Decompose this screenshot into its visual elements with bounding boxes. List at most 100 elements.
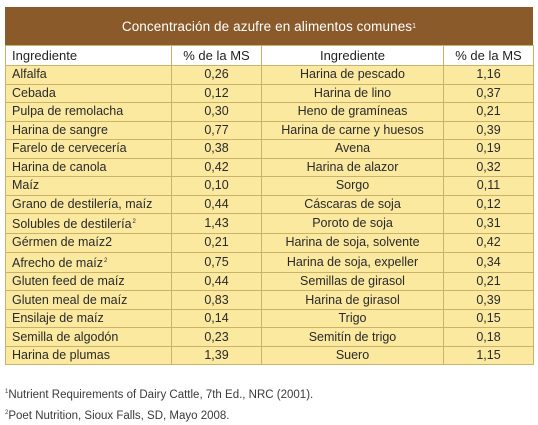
ms-cell-text: 1,43 — [204, 216, 229, 231]
ingredient-cell-text: Harina de soja, expeller — [286, 254, 419, 269]
ingredient-cell: Suero — [261, 345, 444, 366]
ms-cell-text: 0,42 — [204, 159, 229, 174]
ingredient-cell: Harina de sangre — [5, 120, 172, 140]
ingredient-cell: Solubles de destilería2 — [5, 212, 172, 235]
ingredient-cell-text: Poroto de soja — [312, 216, 393, 231]
ms-cell-text: 0,75 — [204, 254, 229, 269]
ms-cell: 0,15 — [443, 308, 534, 329]
ingredient-cell: Semilla de algodón — [5, 327, 172, 347]
header-ms-1: % de la MS — [171, 45, 262, 66]
ms-cell-text: 1,15 — [476, 348, 501, 363]
ingredient-cell: Semitín de trigo — [261, 327, 444, 347]
ms-cell: 0,11 — [443, 176, 534, 196]
ingredient-cell: Cebada — [5, 83, 172, 103]
ingredient-cell-text: Sorgo — [335, 178, 370, 193]
header-ingredient-1: Ingrediente — [5, 45, 172, 66]
ms-cell: 0,37 — [443, 83, 534, 103]
ms-cell: 0,23 — [171, 327, 262, 347]
table-row: Harina de sangre 0,77 Harina de carne y hu… — [5, 120, 534, 140]
ms-cell-text: 0,11 — [476, 178, 501, 193]
ingredient-cell: Gluten feed de maíz — [5, 271, 172, 292]
ms-cell: 0,10 — [171, 176, 262, 196]
ms-cell-text: 0,44 — [204, 196, 229, 211]
ingredient-cell-text: Harina de canola — [12, 159, 107, 174]
header-row: Ingrediente % de la MS Ingrediente % de … — [5, 45, 534, 66]
ms-cell-text: 0,42 — [476, 235, 501, 250]
ingredient-cell: Harina de plumas — [5, 345, 172, 366]
ms-cell: 1,39 — [171, 345, 262, 366]
ingredient-cell-text: Semilla de algodón — [12, 329, 119, 344]
ms-cell-text: 0,44 — [204, 274, 229, 289]
ms-cell: 1,15 — [443, 345, 534, 366]
ms-cell-text: 0,10 — [204, 178, 229, 193]
ingredient-cell-text: Harina de plumas — [12, 348, 110, 363]
ingredient-cell-text: Harina de alazor — [306, 159, 399, 174]
ingredient-cell: Gluten meal de maíz — [5, 290, 172, 310]
data-table: Ingrediente % de la MS Ingrediente % de … — [5, 45, 534, 366]
ms-cell: 0,30 — [171, 102, 262, 122]
ingredient-cell-text: Harina de carne y huesos — [281, 122, 424, 137]
table-row: Gluten meal de maíz 0,83 Harina de girasol… — [5, 290, 534, 310]
title-footnote-mark: 1 — [412, 22, 417, 30]
header-ms-2: % de la MS — [443, 45, 534, 66]
ms-cell-text: 0,23 — [204, 329, 229, 344]
footnote-mark: 2 — [132, 219, 136, 225]
ingredient-cell: Ensilaje de maíz — [5, 308, 172, 329]
ms-cell: 0,77 — [171, 120, 262, 140]
ms-cell-text: 0,77 — [204, 122, 229, 137]
ms-cell: 1,43 — [171, 212, 262, 235]
table-title-text: Concentración de azufre en alimentos com… — [121, 18, 413, 34]
ms-cell-text: 0,12 — [204, 85, 229, 100]
ingredient-cell: Afrecho de maíz2 — [5, 251, 172, 273]
ingredient-cell: Harina de alazor — [261, 157, 444, 177]
ingredient-cell-text: Cáscaras de soja — [304, 196, 401, 211]
ingredient-cell: Harina de soja, expeller — [261, 251, 444, 273]
ms-cell: 0,26 — [171, 65, 262, 85]
ms-cell: 0,19 — [443, 139, 534, 159]
footnote-2-mark: 2 — [5, 409, 9, 416]
ms-cell: 0,34 — [443, 251, 534, 273]
ingredient-cell: Harina de carne y huesos — [261, 120, 444, 140]
ingredient-cell-text: Pulpa de remolacha — [12, 104, 124, 119]
ms-cell: 0,12 — [443, 194, 534, 214]
table-row: Afrecho de maíz2 0,75 Harina de soja, expe… — [5, 251, 534, 273]
ingredient-cell-text: Harina de pescado — [300, 67, 405, 82]
footnote-mark: 2 — [104, 257, 108, 264]
table-row: Gérmen de maíz2 0,21 Harina de soja, solve… — [5, 233, 534, 253]
ms-cell-text: 0,34 — [476, 254, 501, 269]
footnote-2-text: Poet Nutrition, Sioux Falls, SD, Mayo 20… — [8, 409, 230, 422]
footnote-1-mark: 1 — [5, 389, 9, 395]
table-row: Farelo de cervecería 0,38 Avena 0,19 — [5, 139, 534, 159]
ms-cell-text: 0,39 — [476, 122, 501, 137]
ms-cell: 0,14 — [171, 308, 262, 329]
ms-cell-text: 0,14 — [204, 311, 229, 326]
ms-cell: 0,44 — [171, 194, 262, 214]
ingredient-cell-text: Semillas de girasol — [300, 274, 405, 289]
table-row: Cebada 0,12 Harina de lino 0,37 — [5, 83, 534, 103]
ingredient-cell-text: Grano de destilería, maíz — [12, 196, 153, 211]
ms-cell-text: 0,12 — [476, 196, 501, 211]
table-title: Concentración de azufre en alimentos com… — [5, 7, 533, 45]
ingredient-cell: Harina de girasol — [261, 290, 444, 310]
ingredient-cell-text: Harina de girasol — [305, 292, 400, 307]
ms-cell-text: 0,30 — [204, 104, 229, 119]
ms-cell: 0,21 — [443, 102, 534, 122]
ingredient-cell: Gérmen de maíz2 — [5, 233, 172, 253]
ingredient-cell: Cáscaras de soja — [261, 194, 444, 214]
ms-cell: 0,75 — [171, 251, 262, 273]
ingredient-cell: Trigo — [261, 308, 444, 329]
ingredient-cell: Heno de gramíneas — [261, 102, 444, 122]
ms-cell: 0,39 — [443, 290, 534, 310]
ms-cell: 0,31 — [443, 212, 534, 235]
ms-cell: 1,16 — [443, 65, 534, 85]
ingredient-cell-text: Gluten feed de maíz — [12, 274, 125, 289]
ms-cell-text: 1,39 — [204, 348, 229, 363]
ingredient-cell-text: Trigo — [338, 311, 367, 326]
ms-cell: 0,18 — [443, 327, 534, 347]
ingredient-cell-text: Gluten meal de maíz — [12, 292, 128, 307]
ingredient-cell: Harina de pescado — [261, 65, 444, 85]
table-row: Grano de destilería, maíz 0,44 Cáscaras de… — [5, 194, 534, 214]
ingredient-cell: Semillas de girasol — [261, 271, 444, 292]
table-row: Semilla de algodón 0,23 Semitín de trigo 0,… — [5, 327, 534, 347]
ms-cell-text: 0,21 — [204, 235, 229, 250]
